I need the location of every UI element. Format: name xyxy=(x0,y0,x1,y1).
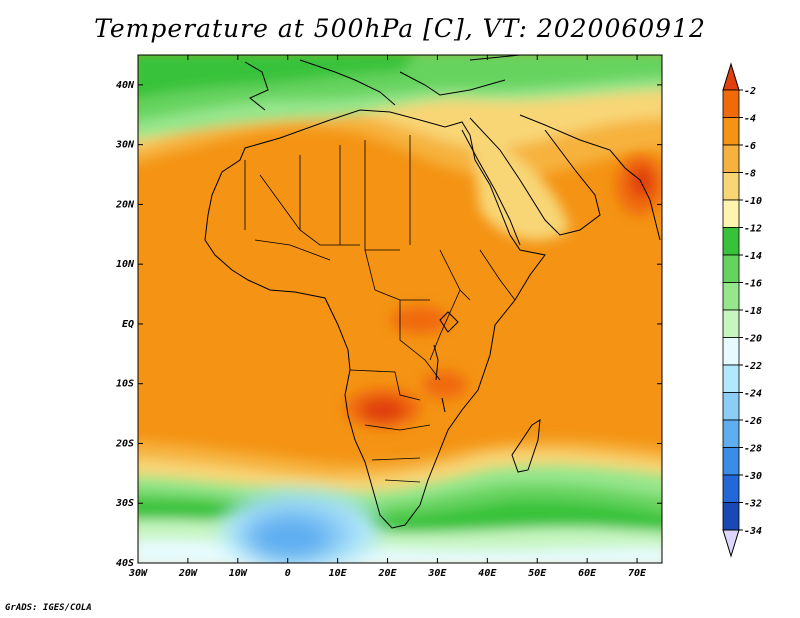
lon-tick-label: 60E xyxy=(578,568,597,579)
lon-axis: 30W 20W 10W 0 10E 20E 30E 40E 50E 60E 70E xyxy=(128,55,647,579)
colorbar-swatch xyxy=(722,282,740,311)
field-cold-pool-core xyxy=(250,516,330,560)
colorbar-swatch xyxy=(722,502,740,531)
colorbar-label: -8 xyxy=(744,169,756,180)
field-arabia-yellow xyxy=(470,130,570,241)
colorbar-swatch xyxy=(722,447,740,476)
lat-tick-label: 40S xyxy=(116,558,134,569)
arabia-coastline xyxy=(469,114,661,241)
lat-tick-label: EQ xyxy=(122,319,134,330)
colorbar-swatch xyxy=(722,199,740,228)
colorbar-swatch xyxy=(722,89,740,118)
colorbar-label: -24 xyxy=(744,389,762,400)
lon-tick-label: 30W xyxy=(128,568,148,579)
lat-tick-label: 30N xyxy=(115,140,135,151)
plot-frame xyxy=(137,54,663,564)
colorbar-label: -34 xyxy=(744,526,762,537)
colorbar-swatch xyxy=(722,117,740,146)
colorbar-label: -20 xyxy=(744,334,762,345)
lon-tick-label: 70E xyxy=(628,568,647,579)
lat-tick-label: 10N xyxy=(116,259,135,270)
colorbar-label: -14 xyxy=(744,251,762,262)
lon-tick-label: 30E xyxy=(427,568,447,579)
colorbar: -2 -4 -6 -8 -10 -12 -14 -16 -18 -20 -22 -24 -26 -28 -3… xyxy=(722,62,762,558)
colorbar-label: -6 xyxy=(744,141,756,152)
lon-tick-label: 10W xyxy=(229,568,248,579)
africa-coastline xyxy=(204,109,546,529)
colorbar-swatch xyxy=(722,474,740,503)
field-hotspot-east-africa xyxy=(423,371,467,399)
colorbar-swatch xyxy=(722,309,740,338)
lat-tick-label: 20S xyxy=(115,438,134,449)
colorbar-swatch xyxy=(722,419,740,448)
lat-tick-label: 40N xyxy=(116,80,135,91)
colorbar-label: -32 xyxy=(744,499,762,510)
colorbar-swatch xyxy=(722,392,740,421)
colorbar-swatch xyxy=(722,254,740,283)
colorbar-swatch xyxy=(722,144,740,173)
red-sea-coastline xyxy=(461,129,521,246)
colorbar-bottom-arrow xyxy=(722,529,740,558)
colorbar-swatch xyxy=(722,364,740,393)
lon-tick-label: 20W xyxy=(178,568,198,579)
lon-tick-label: 50E xyxy=(528,568,547,579)
colorbar-swatch xyxy=(722,337,740,366)
colorbar-top-arrow xyxy=(722,62,740,91)
colorbar-label: -28 xyxy=(744,444,762,455)
field-hotspot-southern-africa-core xyxy=(361,398,405,422)
lon-tick-label: 10E xyxy=(329,568,348,579)
europe-coastline xyxy=(244,55,521,111)
lat-tick-label: 10S xyxy=(116,379,134,390)
colorbar-label: -2 xyxy=(744,86,756,97)
colorbar-label: -16 xyxy=(744,279,762,290)
lat-tick-label: 20N xyxy=(115,199,135,210)
lat-tick-label: 30S xyxy=(115,498,134,509)
field-north-darkgreen xyxy=(138,55,416,99)
colorbar-label: -22 xyxy=(744,361,762,372)
field-hotspot-india-core xyxy=(630,166,654,198)
colorbar-swatch xyxy=(722,227,740,256)
colorbar-label: -18 xyxy=(744,306,762,317)
colorbar-label: -26 xyxy=(744,416,762,427)
madagascar-coastline xyxy=(511,419,541,473)
country-borders xyxy=(244,135,516,483)
colorbar-label: -30 xyxy=(744,471,762,482)
field-hotspot-congo xyxy=(392,306,448,334)
grads-credit: GrADS: IGES/COLA xyxy=(5,603,92,613)
lon-tick-label: 20E xyxy=(377,568,397,579)
colorbar-label: -10 xyxy=(744,196,762,207)
map-title: Temperature at 500hPa [C], VT: 202006091… xyxy=(94,14,706,43)
lon-tick-label: 0 xyxy=(285,568,291,579)
colorbar-label: -12 xyxy=(744,224,762,235)
coastlines xyxy=(204,55,661,529)
lon-tick-label: 40E xyxy=(478,568,497,579)
colorbar-swatch xyxy=(722,172,740,201)
lakes xyxy=(433,311,459,413)
lat-axis: 40N 30N 20N 10N EQ 10S 20S 30S 40S xyxy=(115,80,662,569)
colorbar-label: -4 xyxy=(744,114,756,125)
